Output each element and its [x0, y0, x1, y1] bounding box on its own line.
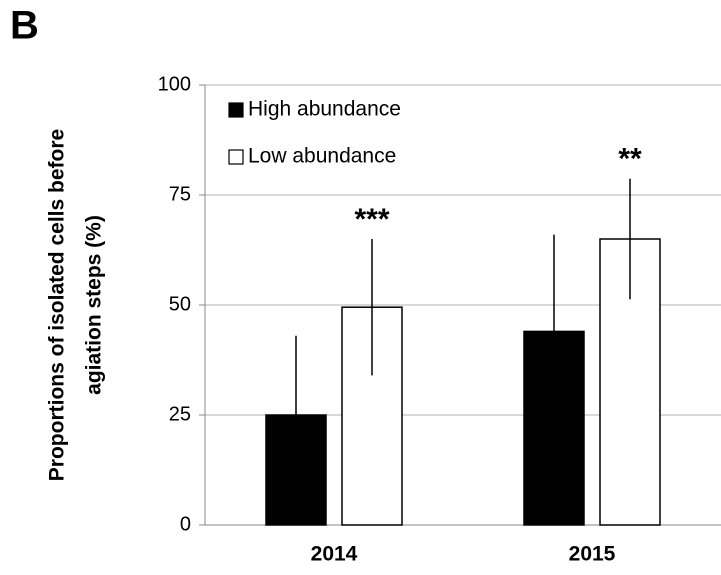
legend-swatch: [228, 102, 244, 118]
y-tick-label: 100: [158, 73, 191, 95]
legend-label: High abundance: [248, 98, 401, 121]
significance-label: **: [618, 143, 642, 176]
y-axis-title: Proportions of isolated cells before: [46, 129, 69, 481]
significance-label: ***: [354, 203, 389, 236]
y-axis-title: agiation steps (%): [83, 215, 106, 395]
y-tick-label: 0: [180, 513, 191, 535]
y-tick-label: 25: [169, 403, 191, 425]
legend-label: Low abundance: [248, 145, 396, 168]
x-tick-label: 2014: [311, 543, 358, 566]
y-tick-label: 75: [169, 183, 191, 205]
panel-label: B: [10, 4, 39, 48]
legend-swatch: [228, 149, 244, 165]
y-tick-label: 50: [169, 293, 191, 315]
x-tick-label: 2015: [569, 543, 616, 566]
